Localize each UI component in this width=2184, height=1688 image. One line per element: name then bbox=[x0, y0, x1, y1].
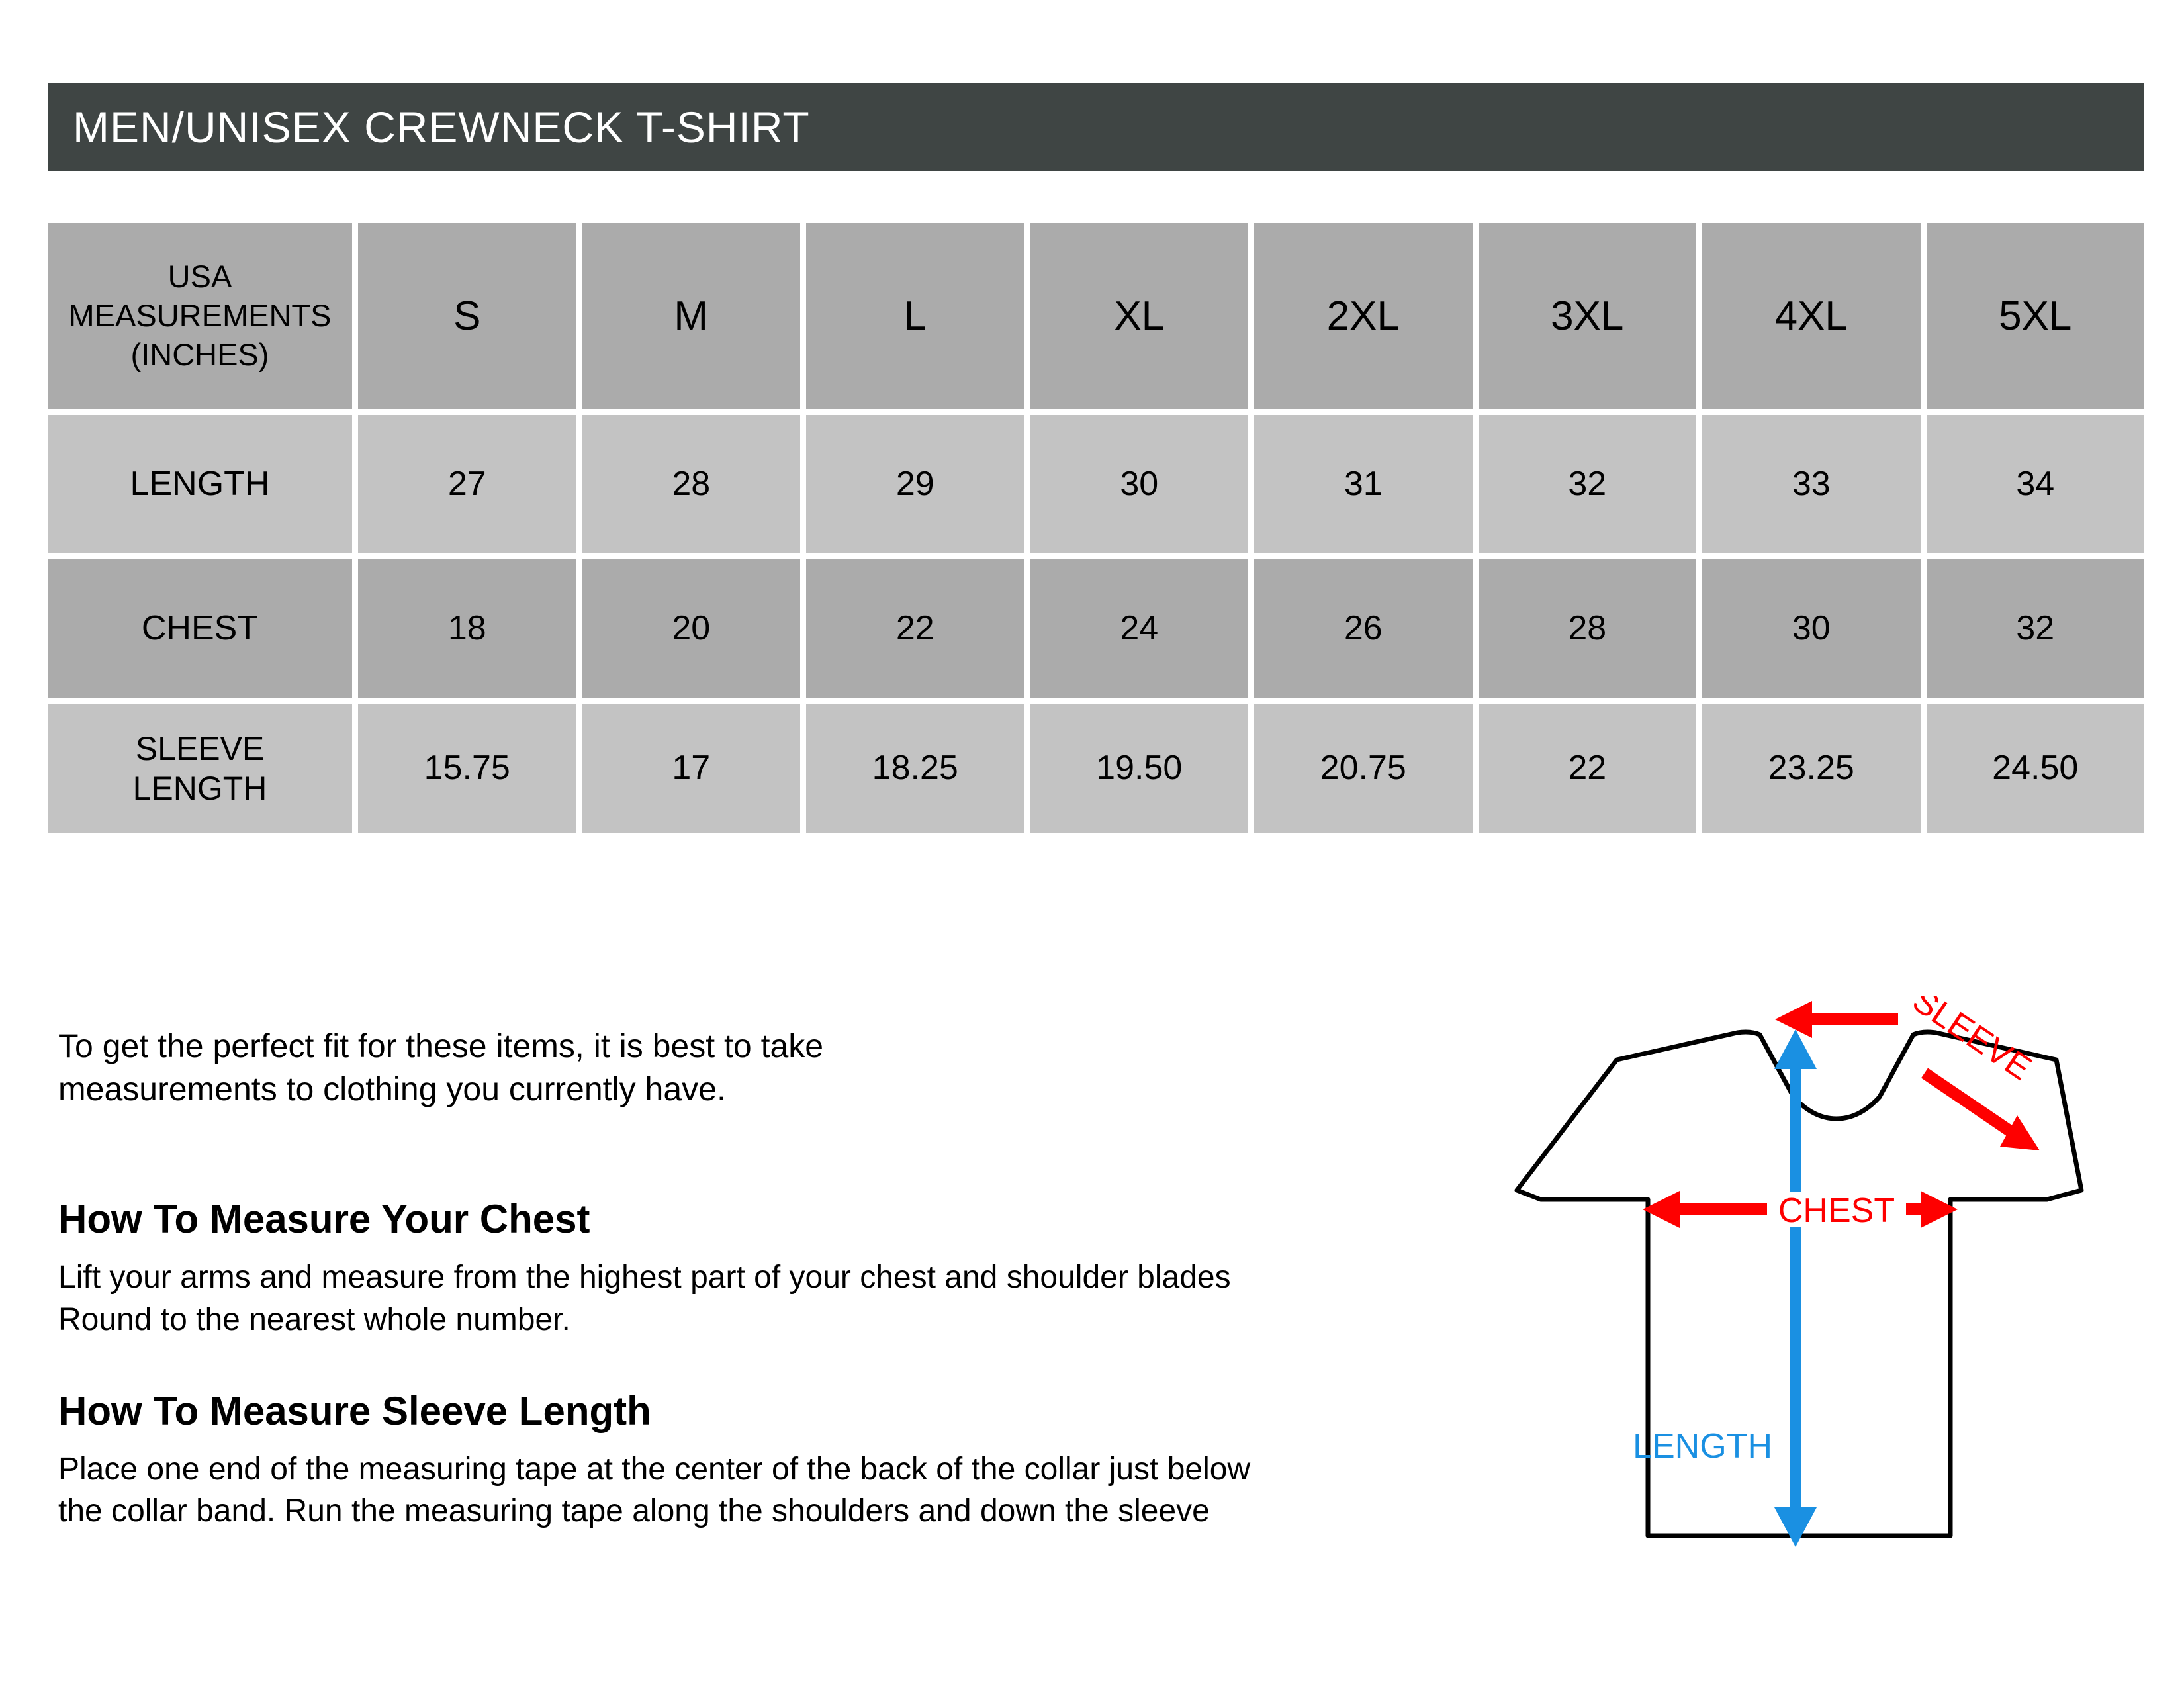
chest-section-heading: How To Measure Your Chest bbox=[58, 1197, 590, 1241]
cell-length-xl: 30 bbox=[1030, 415, 1248, 553]
cell-length-5xl: 34 bbox=[1926, 415, 2144, 553]
cell-chest-m: 20 bbox=[582, 559, 800, 698]
column-header-l: L bbox=[806, 223, 1024, 409]
cell-chest-xl: 24 bbox=[1030, 559, 1248, 698]
cell-length-3xl: 32 bbox=[1478, 415, 1696, 553]
sleeve-label-line-1: SLEEVE bbox=[135, 729, 265, 767]
column-header-s: S bbox=[358, 223, 576, 409]
table-row: LENGTH 27 28 29 30 31 32 33 34 bbox=[48, 415, 2144, 559]
cell-sleeve-m: 17 bbox=[582, 704, 800, 833]
cell-length-m: 28 bbox=[582, 415, 800, 553]
corner-line-3: (INCHES) bbox=[130, 336, 269, 372]
chest-arrow-icon bbox=[1643, 1191, 1958, 1228]
table-header-row: USA MEASUREMENTS (INCHES) S M L XL 2XL 3… bbox=[48, 223, 2144, 415]
cell-chest-s: 18 bbox=[358, 559, 576, 698]
row-label-chest: CHEST bbox=[48, 559, 352, 698]
sleeve-section-heading: How To Measure Sleeve Length bbox=[58, 1388, 651, 1433]
page-title: MEN/UNISEX CREWNECK T-SHIRT bbox=[73, 102, 810, 152]
cell-chest-3xl: 28 bbox=[1478, 559, 1696, 698]
corner-line-1: USA bbox=[167, 259, 232, 295]
sleeve-arrow-icon bbox=[1775, 1001, 2040, 1150]
cell-sleeve-l: 18.25 bbox=[806, 704, 1024, 833]
sleeve-instruction-line-1: Place one end of the measuring tape at t… bbox=[58, 1451, 1251, 1487]
tshirt-measurement-diagram: LENGTH CHEST SLEEVE bbox=[1502, 996, 2164, 1579]
sleeve-label-line-2: LENGTH bbox=[132, 769, 267, 807]
column-header-3xl: 3XL bbox=[1478, 223, 1696, 409]
cell-chest-2xl: 26 bbox=[1254, 559, 1473, 698]
corner-line-2: MEASUREMENTS bbox=[68, 298, 332, 334]
cell-length-s: 27 bbox=[358, 415, 576, 553]
cell-chest-l: 22 bbox=[806, 559, 1024, 698]
size-chart-table: USA MEASUREMENTS (INCHES) S M L XL 2XL 3… bbox=[48, 223, 2144, 849]
column-header-m: M bbox=[582, 223, 800, 409]
table-corner-label: USA MEASUREMENTS (INCHES) bbox=[48, 223, 352, 409]
chest-instruction-line-1: Lift your arms and measure from the high… bbox=[58, 1260, 1231, 1295]
cell-sleeve-s: 15.75 bbox=[358, 704, 576, 833]
column-header-xl: XL bbox=[1030, 223, 1248, 409]
chest-instruction-line-2: Round to the nearest whole number. bbox=[58, 1301, 570, 1337]
cell-sleeve-xl: 19.50 bbox=[1030, 704, 1248, 833]
cell-sleeve-3xl: 22 bbox=[1478, 704, 1696, 833]
table-row: CHEST 18 20 22 24 26 28 30 32 bbox=[48, 559, 2144, 704]
cell-sleeve-4xl: 23.25 bbox=[1702, 704, 1921, 833]
column-header-2xl: 2XL bbox=[1254, 223, 1473, 409]
length-arrow-label: LENGTH bbox=[1633, 1427, 1772, 1466]
sleeve-instruction-line-2: the collar band. Run the measuring tape … bbox=[58, 1493, 1210, 1529]
row-label-sleeve-length: SLEEVE LENGTH bbox=[48, 704, 352, 833]
table-row: SLEEVE LENGTH 15.75 17 18.25 19.50 20.75… bbox=[48, 704, 2144, 833]
cell-chest-4xl: 30 bbox=[1702, 559, 1921, 698]
cell-sleeve-5xl: 24.50 bbox=[1926, 704, 2144, 833]
chart-title-bar: MEN/UNISEX CREWNECK T-SHIRT bbox=[48, 83, 2144, 171]
intro-line-2: measurements to clothing you currently h… bbox=[58, 1070, 726, 1107]
length-arrow-icon bbox=[1774, 1029, 1817, 1547]
chest-arrow-label: CHEST bbox=[1778, 1192, 1895, 1230]
cell-sleeve-2xl: 20.75 bbox=[1254, 704, 1473, 833]
cell-length-l: 29 bbox=[806, 415, 1024, 553]
row-label-length: LENGTH bbox=[48, 415, 352, 553]
column-header-5xl: 5XL bbox=[1926, 223, 2144, 409]
measuring-instructions: To get the perfect fit for these items, … bbox=[58, 1025, 1501, 1532]
cell-chest-5xl: 32 bbox=[1926, 559, 2144, 698]
column-header-4xl: 4XL bbox=[1702, 223, 1921, 409]
intro-line-1: To get the perfect fit for these items, … bbox=[58, 1027, 824, 1064]
cell-length-2xl: 31 bbox=[1254, 415, 1473, 553]
cell-length-4xl: 33 bbox=[1702, 415, 1921, 553]
